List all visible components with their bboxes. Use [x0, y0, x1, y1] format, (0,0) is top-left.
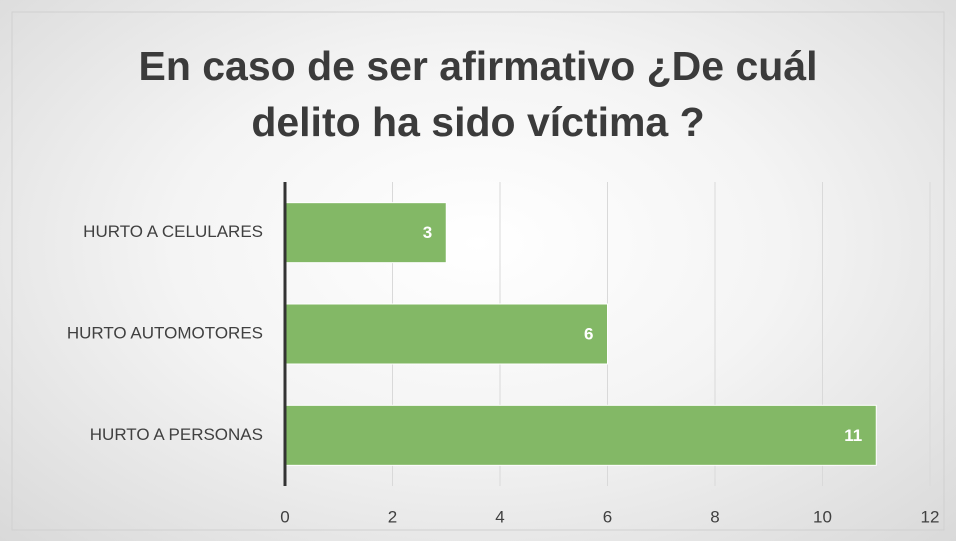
x-tick-label: 6	[603, 507, 612, 526]
data-label: 3	[423, 223, 432, 242]
y-tick-label: HURTO A CELULARES	[83, 222, 263, 241]
bar	[284, 303, 608, 365]
x-tick-label: 8	[710, 507, 719, 526]
chart-border	[11, 11, 945, 531]
y-tick-label: HURTO AUTOMOTORES	[67, 323, 263, 342]
x-tick-label: 2	[388, 507, 397, 526]
data-label: 11	[844, 426, 862, 445]
data-label: 6	[584, 324, 593, 343]
x-tick-label: 0	[280, 507, 289, 526]
bar	[284, 404, 877, 466]
chart-title: En caso de ser afirmativo ¿De cuál delit…	[138, 43, 818, 145]
x-tick-label: 10	[813, 507, 832, 526]
y-tick-label: HURTO A PERSONAS	[90, 425, 263, 444]
x-tick-label: 12	[921, 507, 940, 526]
x-tick-label: 4	[495, 507, 504, 526]
